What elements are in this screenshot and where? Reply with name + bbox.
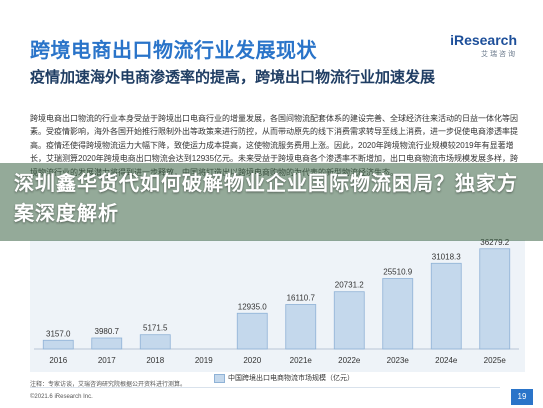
bar-2016 xyxy=(42,339,74,350)
x-tick-2021e: 2021e xyxy=(290,356,313,365)
x-tick-2024e: 2024e xyxy=(435,356,458,365)
iresearch-logo: iResearch 艾瑞咨询 xyxy=(450,32,517,59)
bar-2022e xyxy=(333,291,365,350)
x-tick-2025e: 2025e xyxy=(484,356,507,365)
chart-legend: 中国跨境出口电商物流市场规模（亿元） xyxy=(214,373,354,383)
footer-copyright: ©2021.6 iResearch Inc. xyxy=(30,394,93,400)
value-label-2021e: 16110.7 xyxy=(287,293,316,302)
bar-2023e xyxy=(382,278,414,350)
logo-text: iResearch xyxy=(450,32,517,48)
x-tick-2019: 2019 xyxy=(195,356,213,365)
value-label-2018: 5171.5 xyxy=(143,324,168,333)
value-label-2016: 3157.0 xyxy=(46,329,71,338)
logo-subtext: 艾瑞咨询 xyxy=(481,51,517,58)
bar-2024e xyxy=(430,262,462,350)
page-title: 跨境电商出口物流行业发展现状 xyxy=(30,40,317,62)
value-label-2022e: 20731.2 xyxy=(335,281,364,290)
value-label-2024e: 31018.3 xyxy=(432,252,461,261)
footer-source-note: 注释：专家访谈，艾瑞咨询研究院根据公开资料进行测算。 xyxy=(30,382,187,388)
x-tick-2017: 2017 xyxy=(98,356,116,365)
legend-label: 中国跨境出口电商物流市场规模（亿元） xyxy=(228,375,354,382)
bar-2025e xyxy=(479,248,511,350)
x-tick-2022e: 2022e xyxy=(338,356,361,365)
section-subtitle: 疫情加速海外电商渗透率的提高，跨境出口物流行业加速发展 xyxy=(30,69,436,86)
x-tick-2020: 2020 xyxy=(243,356,261,365)
bar-2021e xyxy=(285,304,317,350)
page-number-badge: 19 xyxy=(511,389,533,405)
value-label-2025e: 36279.2 xyxy=(480,238,509,247)
overlay-banner xyxy=(0,163,543,241)
value-label-2020: 12935.0 xyxy=(238,302,267,311)
overlay-headline[interactable]: 深圳鑫华货代如何破解物业企业国际物流困局？独家方案深度解析 xyxy=(14,173,518,225)
x-tick-2018: 2018 xyxy=(146,356,164,365)
bar-2020 xyxy=(236,312,268,350)
footer-divider xyxy=(30,387,500,388)
value-label-2017: 3980.7 xyxy=(95,327,120,336)
bar-2018 xyxy=(139,334,171,350)
bar-2017 xyxy=(91,337,123,350)
legend-swatch xyxy=(214,373,225,383)
x-tick-2016: 2016 xyxy=(49,356,67,365)
value-label-2023e: 25510.9 xyxy=(383,268,412,277)
x-tick-2023e: 2023e xyxy=(387,356,410,365)
